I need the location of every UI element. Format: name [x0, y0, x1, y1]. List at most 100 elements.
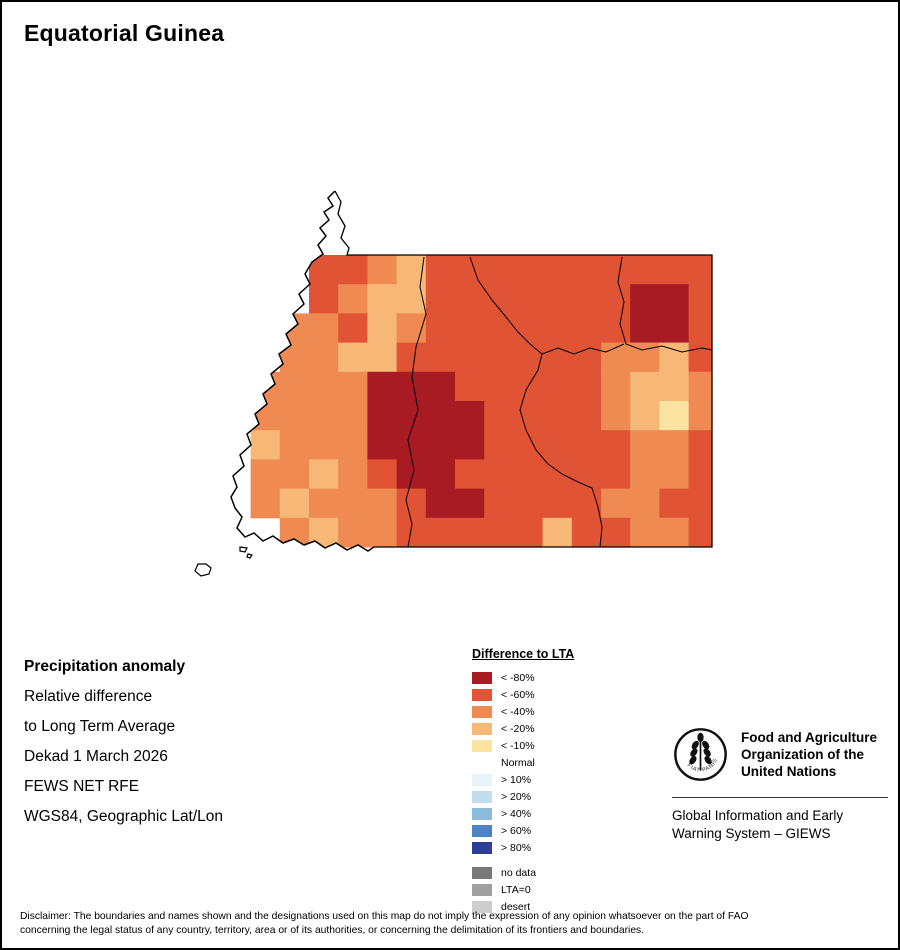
- legend-items: < -80% < -60% < -40% < -20% < -10% Normal > 10…: [472, 669, 682, 856]
- raster-cell: [513, 313, 544, 344]
- legend-swatch: [472, 807, 492, 820]
- raster-cell: [484, 401, 514, 431]
- legend-label: < -20%: [501, 722, 535, 735]
- admin-boundary-central: [469, 256, 603, 548]
- raster-cell: [542, 459, 573, 490]
- raster-cell: [367, 517, 398, 548]
- raster-cell: [279, 459, 310, 490]
- legend-item: < -80%: [472, 669, 682, 686]
- raster-cell: [571, 371, 602, 402]
- raster-cell: [455, 255, 485, 285]
- legend-label: < -60%: [501, 688, 535, 701]
- raster-cell: [455, 313, 485, 344]
- raster-cell: [455, 401, 485, 431]
- islet: [246, 553, 253, 559]
- raster-cell: [601, 313, 631, 344]
- legend-label: LTA=0: [501, 883, 531, 896]
- disclaimer: Disclaimer: The boundaries and names sho…: [20, 910, 886, 938]
- raster-cell: [279, 371, 310, 402]
- raster-cell: [455, 459, 485, 490]
- raster-cell: [367, 284, 398, 314]
- raster-cell: [688, 313, 712, 344]
- raster-cell: [484, 371, 514, 402]
- raster-cell: [601, 430, 631, 460]
- raster-cell: [367, 459, 398, 490]
- raster-cell: [250, 488, 281, 519]
- info-line: to Long Term Average: [24, 718, 176, 735]
- island-corisco: [194, 563, 212, 577]
- raster-cell: [659, 371, 690, 402]
- raster-cell: [542, 517, 573, 548]
- raster-cell: [455, 371, 485, 402]
- raster-cell: [484, 459, 514, 490]
- legend: Difference to LTA < -80% < -60% < -40% < -2…: [472, 647, 682, 915]
- raster-cell: [455, 517, 485, 548]
- raster-cell: [513, 284, 544, 314]
- raster-cell: [455, 430, 485, 460]
- raster-cell: [309, 342, 339, 373]
- legend-item: < -40%: [472, 703, 682, 720]
- raster-cell: [484, 488, 514, 519]
- raster-cell: [367, 371, 398, 402]
- raster-cell: [513, 459, 544, 490]
- raster-cell: [630, 284, 660, 314]
- raster-cell: [601, 401, 631, 431]
- raster-cell: [425, 371, 456, 402]
- raster-cell: [425, 517, 456, 548]
- raster-cell: [688, 401, 712, 431]
- raster-cell: [630, 459, 660, 490]
- raster-cell: [309, 430, 339, 460]
- raster-cell: [484, 313, 514, 344]
- raster-cell: [309, 401, 339, 431]
- legend-label: > 40%: [501, 807, 532, 820]
- raster-cell: [688, 459, 712, 490]
- raster-cell: [338, 284, 368, 314]
- raster-cell: [630, 255, 660, 285]
- raster-cell: [513, 255, 544, 285]
- raster-cell: [396, 284, 427, 314]
- raster-cell: [425, 313, 456, 344]
- raster-cell: [484, 255, 514, 285]
- giews-label: Global Information and Early Warning Sys…: [672, 808, 844, 841]
- legend-item: < -20%: [472, 720, 682, 737]
- raster-cell: [396, 342, 427, 373]
- raster-cell: [630, 488, 660, 519]
- raster-cell: [425, 255, 456, 285]
- legend-swatch: [472, 722, 492, 735]
- info-line: Relative difference: [24, 688, 153, 705]
- raster-cell: [601, 371, 631, 402]
- legend-label: desert: [501, 900, 531, 913]
- raster-cell: [338, 255, 368, 285]
- raster-cell: [659, 517, 690, 548]
- raster-cell: [688, 284, 712, 314]
- raster-cell: [279, 401, 310, 431]
- legend-item: > 40%: [472, 805, 682, 822]
- raster-cell: [425, 342, 456, 373]
- raster-cell: [338, 459, 368, 490]
- info-heading: Precipitation anomaly: [24, 658, 186, 675]
- raster-cell: [688, 488, 712, 519]
- admin-boundary-northeast: [617, 256, 713, 353]
- page-title: Equatorial Guinea: [24, 20, 225, 46]
- disclaimer-line: concerning the legal status of any count…: [20, 925, 645, 936]
- admin-boundary-west: [405, 256, 427, 548]
- raster-cell: [571, 459, 602, 490]
- legend-extra-items: no data LTA=0 desert: [472, 864, 682, 915]
- legend-swatch: [472, 866, 492, 879]
- raster-cell: [542, 371, 573, 402]
- raster-cell: [630, 430, 660, 460]
- raster-cell: [338, 313, 368, 344]
- raster-cell: [659, 401, 690, 431]
- raster-cell: [279, 430, 310, 460]
- fao-org-name: Food and Agriculture Organization of the…: [741, 730, 877, 779]
- raster-cell: [659, 255, 690, 285]
- raster-cell: [542, 284, 573, 314]
- legend-item: > 80%: [472, 839, 682, 856]
- raster-cell: [542, 488, 573, 519]
- raster-cell: [630, 517, 660, 548]
- islet: [239, 546, 248, 553]
- raster-cell: [659, 342, 690, 373]
- raster-cell: [309, 371, 339, 402]
- legend-item: no data: [472, 864, 682, 881]
- legend-item: Normal: [472, 754, 682, 771]
